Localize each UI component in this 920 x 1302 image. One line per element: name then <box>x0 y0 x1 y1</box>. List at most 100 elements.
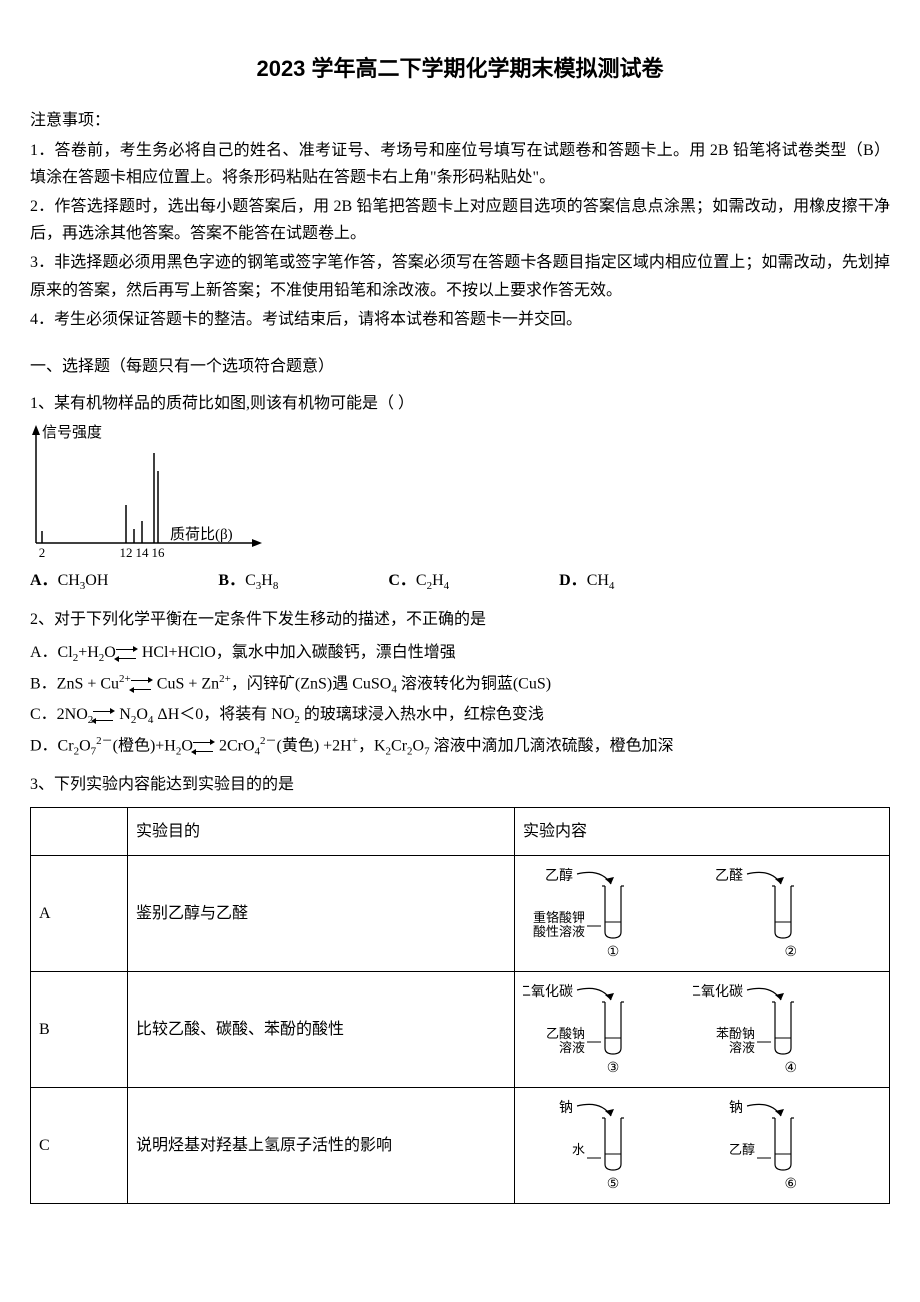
q1-opt-b-s2: 8 <box>273 580 279 592</box>
equilibrium-arrow-icon <box>131 680 157 690</box>
q2c-3: N <box>119 706 131 723</box>
svg-text:12: 12 <box>120 545 133 560</box>
q1-opt-b-mid: H <box>261 572 273 589</box>
q3-h1: 实验目的 <box>128 807 515 855</box>
q2b-4: 2+ <box>219 673 231 685</box>
notice-1: 1．答卷前，考生务必将自己的姓名、准考证号、考场号和座位号填写在试题卷和答题卡上… <box>30 137 890 191</box>
q1-opt-a-f1: CH <box>58 572 80 589</box>
equilibrium-arrow-icon <box>93 711 119 721</box>
q1-option-d: D．CH4 <box>559 567 614 596</box>
svg-text:质荷比(β): 质荷比(β) <box>170 526 233 543</box>
svg-text:苯酚钠: 苯酚钠 <box>716 1026 755 1041</box>
q1-option-a: A．CH3OH <box>30 567 108 596</box>
q2-option-c: C．2NO2N2O4 ΔH＜0，将装有 NO2 的玻璃球浸入热水中，红棕色变浅 <box>30 701 890 730</box>
q2b-1: B．ZnS + Cu <box>30 676 119 693</box>
test-tube-icon: 二氧化碳乙酸钠溶液 ③ <box>523 982 653 1077</box>
notice-3: 3．非选择题必须用黑色字迹的钢笔或签字笔作答，答案必须写在答题卡各题目指定区域内… <box>30 249 890 303</box>
q2a-6: HCl+HClO，氯水中加入碳酸钙，漂白性增强 <box>142 644 456 661</box>
q3-row-id: A <box>31 855 128 971</box>
q3-stem: 3、下列实验内容能达到实验目的的是 <box>30 771 890 798</box>
svg-text:③: ③ <box>607 1061 620 1076</box>
table-row: A鉴别乙醇与乙醛 乙醇重铬酸钾酸性溶液 ① 乙醛 ② <box>31 855 890 971</box>
q1-opt-c-mid: H <box>432 572 444 589</box>
q2c-1: C．2NO <box>30 706 88 723</box>
q2d-10: 4 <box>255 746 261 758</box>
q2d-1: D．Cr <box>30 738 74 755</box>
svg-text:酸性溶液: 酸性溶液 <box>533 924 585 939</box>
q1-options: A．CH3OH B．C3H8 C．C2H4 D．CH4 <box>30 567 890 596</box>
svg-text:⑥: ⑥ <box>784 1177 797 1192</box>
q1-option-c: C．C2H4 <box>388 567 449 596</box>
page-title: 2023 学年高二下学期化学期末模拟测试卷 <box>30 50 890 87</box>
q2b-2: 2+ <box>119 673 131 685</box>
table-header-row: 实验目的 实验内容 <box>31 807 890 855</box>
svg-text:二氧化碳: 二氧化碳 <box>693 984 743 1000</box>
q1-opt-c-f1: C <box>416 572 427 589</box>
svg-text:钠: 钠 <box>559 1100 573 1116</box>
svg-text:⑤: ⑤ <box>607 1177 620 1192</box>
svg-text:乙醛: 乙醛 <box>715 868 743 884</box>
q1-opt-b-f1: C <box>245 572 256 589</box>
q3-row-id: C <box>31 1087 128 1203</box>
q2-option-d: D．Cr2O72－(橙色)+H2O2CrO42－(黄色) +2H+，K2Cr2O… <box>30 732 890 761</box>
q1-opt-c-s2: 4 <box>444 580 450 592</box>
q2d-18: O <box>413 738 425 755</box>
q2d-20: 溶液中滴加几滴浓硫酸，橙色加深 <box>430 738 674 755</box>
svg-text:信号强度: 信号强度 <box>42 424 102 441</box>
svg-text:乙醇: 乙醇 <box>545 867 573 884</box>
equilibrium-arrow-icon <box>116 649 142 659</box>
q2d-6: (橙色)+H <box>113 738 176 755</box>
table-row: C说明烃基对羟基上氢原子活性的影响 钠水 ⑤ 钠乙醇 ⑥ <box>31 1087 890 1203</box>
svg-text:16: 16 <box>152 545 166 560</box>
q2d-4: 7 <box>91 746 97 758</box>
q3-table: 实验目的 实验内容 A鉴别乙醇与乙醛乙醇重铬酸钾酸性溶液①乙醛②B比较乙酸、碳酸… <box>30 807 890 1204</box>
test-tube-icon: 乙醇重铬酸钾酸性溶液 ① <box>523 866 653 961</box>
q1-mass-spectrum-chart: 信号强度质荷比(β) 2 121416 <box>30 423 890 563</box>
q2c-5: O <box>136 706 148 723</box>
svg-text:乙醇: 乙醇 <box>729 1142 755 1157</box>
q2c-7: ΔH＜0，将装有 NO <box>153 706 294 723</box>
svg-text:溶液: 溶液 <box>559 1040 585 1055</box>
svg-text:水: 水 <box>572 1142 585 1157</box>
svg-text:14: 14 <box>136 545 150 560</box>
q2d-11: 2－ <box>260 735 277 747</box>
q2-option-a: A．Cl2+H2OHCl+HClO，氯水中加入碳酸钙，漂白性增强 <box>30 639 890 668</box>
svg-text:二氧化碳: 二氧化碳 <box>523 984 573 1000</box>
table-row: B比较乙酸、碳酸、苯酚的酸性二氧化碳乙酸钠溶液③二氧化碳苯酚钠溶液④ <box>31 971 890 1087</box>
equilibrium-arrow-icon <box>193 742 219 752</box>
section-1-heading: 一、选择题（每题只有一个选项符合题意） <box>30 353 890 380</box>
q3-row-id: B <box>31 971 128 1087</box>
q1-opt-a-label: A． <box>30 572 58 589</box>
q1-opt-b-label: B． <box>218 572 245 589</box>
svg-text:④: ④ <box>784 1061 797 1076</box>
q2a-1: A．Cl <box>30 644 73 661</box>
svg-text:乙酸钠: 乙酸钠 <box>546 1026 585 1041</box>
q1-stem: 1、某有机物样品的质荷比如图,则该有机物可能是（ ） <box>30 390 890 417</box>
q3-row-purpose: 鉴别乙醇与乙醛 <box>128 855 515 971</box>
test-tube-icon: 乙醛 ② <box>693 866 823 961</box>
q2b-5: ，闪锌矿(ZnS)遇 CuSO <box>231 676 391 693</box>
notice-4: 4．考生必须保证答题卡的整洁。考试结束后，请将本试卷和答题卡一并交回。 <box>30 306 890 333</box>
q1-opt-d-label: D． <box>559 572 587 589</box>
q3-h2: 实验内容 <box>515 807 890 855</box>
q2d-9: 2CrO <box>219 738 255 755</box>
q3-row-content: 二氧化碳乙酸钠溶液③二氧化碳苯酚钠溶液④ <box>515 971 890 1087</box>
q2-stem: 2、对于下列化学平衡在一定条件下发生移动的描述，不正确的是 <box>30 606 890 633</box>
q2-option-b: B．ZnS + Cu2+CuS + Zn2+，闪锌矿(ZnS)遇 CuSO4 溶… <box>30 670 890 699</box>
test-tube-icon: 钠水 ⑤ <box>523 1098 653 1193</box>
q3-row-content: 乙醇重铬酸钾酸性溶液 ① 乙醛 ② <box>515 855 890 971</box>
q2b-3: CuS + Zn <box>157 676 219 693</box>
test-tube-icon: 二氧化碳苯酚钠溶液④ <box>693 982 823 1077</box>
svg-text:①: ① <box>607 945 620 960</box>
svg-text:钠: 钠 <box>729 1100 743 1116</box>
q2d-16: Cr <box>391 738 407 755</box>
q3-row-purpose: 说明烃基对羟基上氢原子活性的影响 <box>128 1087 515 1203</box>
q2d-14: ，K <box>358 738 386 755</box>
q1-option-b: B．C3H8 <box>218 567 278 596</box>
svg-text:②: ② <box>784 945 797 960</box>
notice-2: 2．作答选择题时，选出每小题答案后，用 2B 铅笔把答题卡上对应题目选项的答案信… <box>30 193 890 247</box>
svg-text:重铬酸钾: 重铬酸钾 <box>533 910 585 925</box>
svg-text:2: 2 <box>39 545 46 560</box>
q2d-12: (黄色) +2H <box>277 738 352 755</box>
q2c-9: 的玻璃球浸入热水中，红棕色变浅 <box>300 706 544 723</box>
